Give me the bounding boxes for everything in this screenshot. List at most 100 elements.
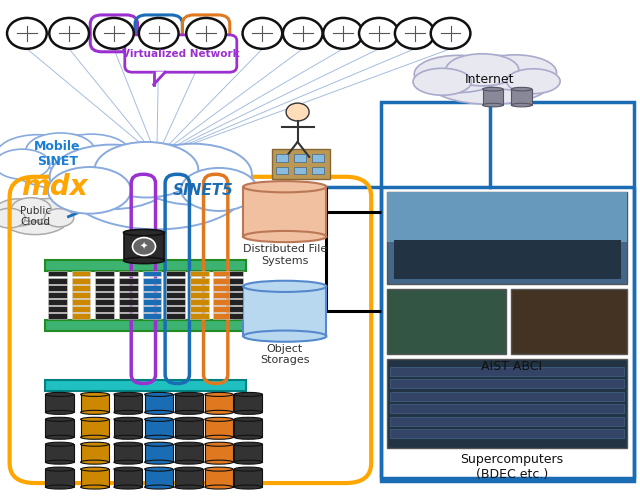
Ellipse shape xyxy=(205,442,233,446)
Polygon shape xyxy=(483,89,503,105)
Ellipse shape xyxy=(0,199,70,235)
Ellipse shape xyxy=(81,417,109,421)
Ellipse shape xyxy=(114,392,142,396)
Bar xyxy=(95,271,114,276)
Bar xyxy=(213,285,232,291)
Ellipse shape xyxy=(145,417,173,421)
Bar xyxy=(119,313,138,319)
Ellipse shape xyxy=(66,144,248,229)
Bar xyxy=(229,306,243,312)
Bar xyxy=(213,292,232,298)
Bar xyxy=(390,392,624,401)
Ellipse shape xyxy=(243,181,326,192)
Ellipse shape xyxy=(205,467,233,471)
Ellipse shape xyxy=(81,392,109,396)
Ellipse shape xyxy=(175,410,203,414)
Ellipse shape xyxy=(175,435,203,439)
FancyBboxPatch shape xyxy=(45,260,246,271)
Ellipse shape xyxy=(83,150,134,177)
Bar xyxy=(72,292,90,298)
Ellipse shape xyxy=(145,435,173,439)
Ellipse shape xyxy=(81,460,109,464)
Bar xyxy=(72,278,90,284)
Text: AIST ABCI: AIST ABCI xyxy=(481,360,543,373)
Bar xyxy=(119,299,138,305)
Polygon shape xyxy=(511,89,532,105)
Ellipse shape xyxy=(426,55,554,104)
Ellipse shape xyxy=(12,198,51,221)
Bar xyxy=(72,313,90,319)
Ellipse shape xyxy=(145,410,173,414)
Ellipse shape xyxy=(243,231,326,242)
Ellipse shape xyxy=(124,257,164,263)
Text: Public
Cloud: Public Cloud xyxy=(20,206,51,228)
Polygon shape xyxy=(175,469,203,487)
Bar xyxy=(166,292,185,298)
Bar xyxy=(213,271,232,276)
Ellipse shape xyxy=(45,392,74,396)
Text: Distributed File
Systems: Distributed File Systems xyxy=(243,244,327,265)
Ellipse shape xyxy=(124,230,164,236)
Polygon shape xyxy=(145,444,173,462)
Ellipse shape xyxy=(483,87,503,91)
Text: mdx: mdx xyxy=(21,173,88,201)
Bar xyxy=(294,154,306,162)
Ellipse shape xyxy=(243,281,326,292)
Ellipse shape xyxy=(134,144,252,205)
Bar xyxy=(166,271,185,276)
Ellipse shape xyxy=(145,442,173,446)
Bar xyxy=(95,313,114,319)
Polygon shape xyxy=(145,394,173,412)
Ellipse shape xyxy=(114,460,142,464)
Polygon shape xyxy=(205,444,233,462)
Circle shape xyxy=(323,18,363,49)
Bar xyxy=(143,271,161,276)
Ellipse shape xyxy=(205,410,233,414)
FancyBboxPatch shape xyxy=(387,289,506,354)
Bar xyxy=(312,167,324,174)
FancyBboxPatch shape xyxy=(45,380,246,391)
Bar xyxy=(72,299,90,305)
Polygon shape xyxy=(45,419,74,437)
FancyBboxPatch shape xyxy=(387,192,627,284)
Bar xyxy=(390,404,624,413)
Bar xyxy=(72,271,90,276)
Circle shape xyxy=(283,18,323,49)
Ellipse shape xyxy=(175,485,203,489)
Ellipse shape xyxy=(0,199,42,226)
Bar xyxy=(166,299,185,305)
Circle shape xyxy=(286,103,309,121)
Ellipse shape xyxy=(474,55,557,90)
Ellipse shape xyxy=(511,103,532,107)
Ellipse shape xyxy=(114,417,142,421)
Ellipse shape xyxy=(26,133,95,169)
Ellipse shape xyxy=(45,467,74,471)
Ellipse shape xyxy=(81,485,109,489)
Ellipse shape xyxy=(446,54,519,86)
Bar xyxy=(72,306,90,312)
Ellipse shape xyxy=(145,392,173,396)
Ellipse shape xyxy=(205,485,233,489)
Polygon shape xyxy=(234,469,262,487)
Polygon shape xyxy=(145,419,173,437)
Bar xyxy=(190,278,209,284)
Ellipse shape xyxy=(114,485,142,489)
Bar xyxy=(190,313,209,319)
Bar xyxy=(229,278,243,284)
Bar xyxy=(166,313,185,319)
Polygon shape xyxy=(175,394,203,412)
Ellipse shape xyxy=(234,467,262,471)
Ellipse shape xyxy=(81,435,109,439)
Bar xyxy=(166,278,185,284)
Ellipse shape xyxy=(52,134,131,173)
FancyBboxPatch shape xyxy=(511,289,627,354)
Bar xyxy=(119,292,138,298)
Bar xyxy=(394,240,621,279)
Polygon shape xyxy=(175,444,203,462)
Ellipse shape xyxy=(483,103,503,107)
Bar xyxy=(229,299,243,305)
Bar xyxy=(166,306,185,312)
Ellipse shape xyxy=(45,460,74,464)
Bar xyxy=(387,192,627,243)
Ellipse shape xyxy=(234,460,262,464)
